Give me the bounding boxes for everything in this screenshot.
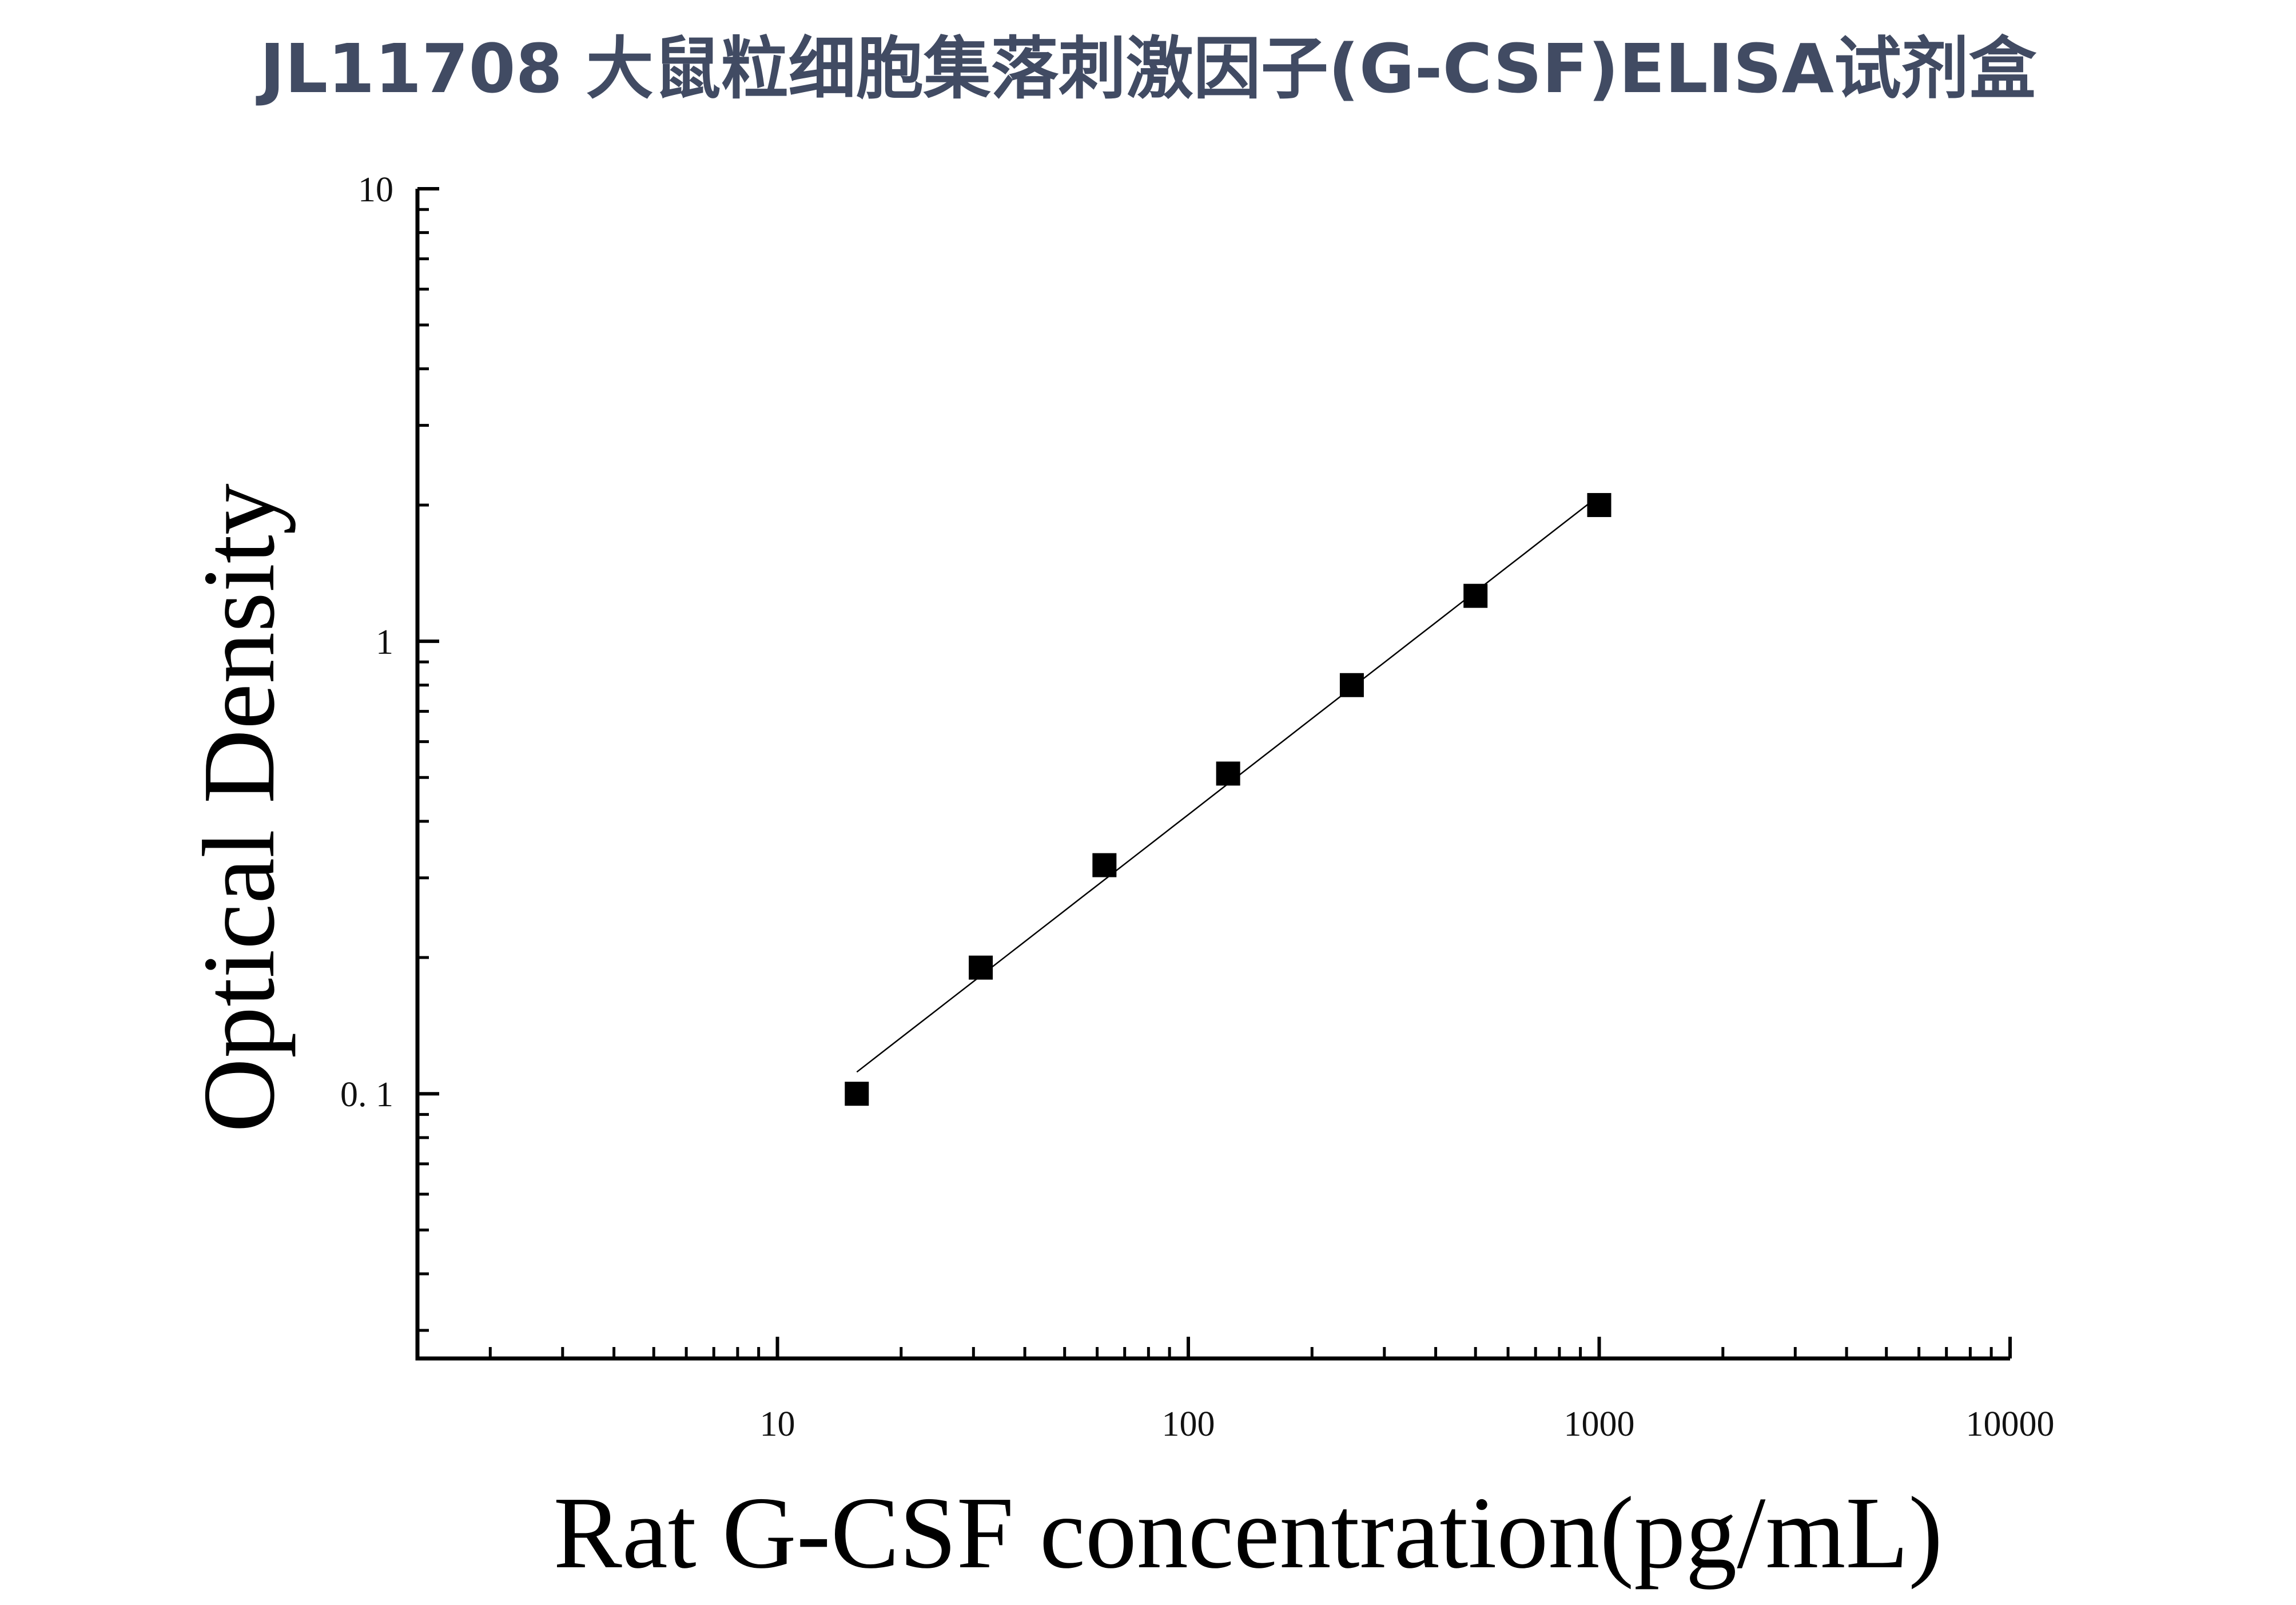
data-point <box>969 955 993 980</box>
minor-ticks <box>417 208 1993 1358</box>
y-tick-label: 10 <box>358 170 393 209</box>
major-ticks <box>417 187 2012 1358</box>
x-tick-label: 10000 <box>1966 1405 2055 1444</box>
data-point <box>1463 583 1488 608</box>
x-tick-label: 100 <box>1162 1405 1215 1444</box>
data-point <box>1339 673 1364 697</box>
y-tick-label: 1 <box>376 623 393 662</box>
tick-labels: 10 100 1000 10000 0. 1 1 10 <box>340 170 2055 1444</box>
x-axis-label: Rat G-CSF concentration(pg/mL) <box>554 1476 1943 1590</box>
x-tick-label: 10 <box>760 1405 795 1444</box>
page-title: JL11708 大鼠粒细胞集落刺激因子(G-CSF)ELISA试剂盒 <box>260 29 2036 108</box>
y-axis-label: Optical Density <box>182 483 296 1133</box>
x-tick-label: 1000 <box>1564 1405 1635 1444</box>
data-points <box>845 492 1611 1106</box>
data-point <box>1092 853 1117 877</box>
data-point <box>1587 492 1611 517</box>
y-tick-label: 0. 1 <box>340 1075 393 1114</box>
data-point <box>845 1082 869 1106</box>
data-point <box>1216 761 1240 786</box>
